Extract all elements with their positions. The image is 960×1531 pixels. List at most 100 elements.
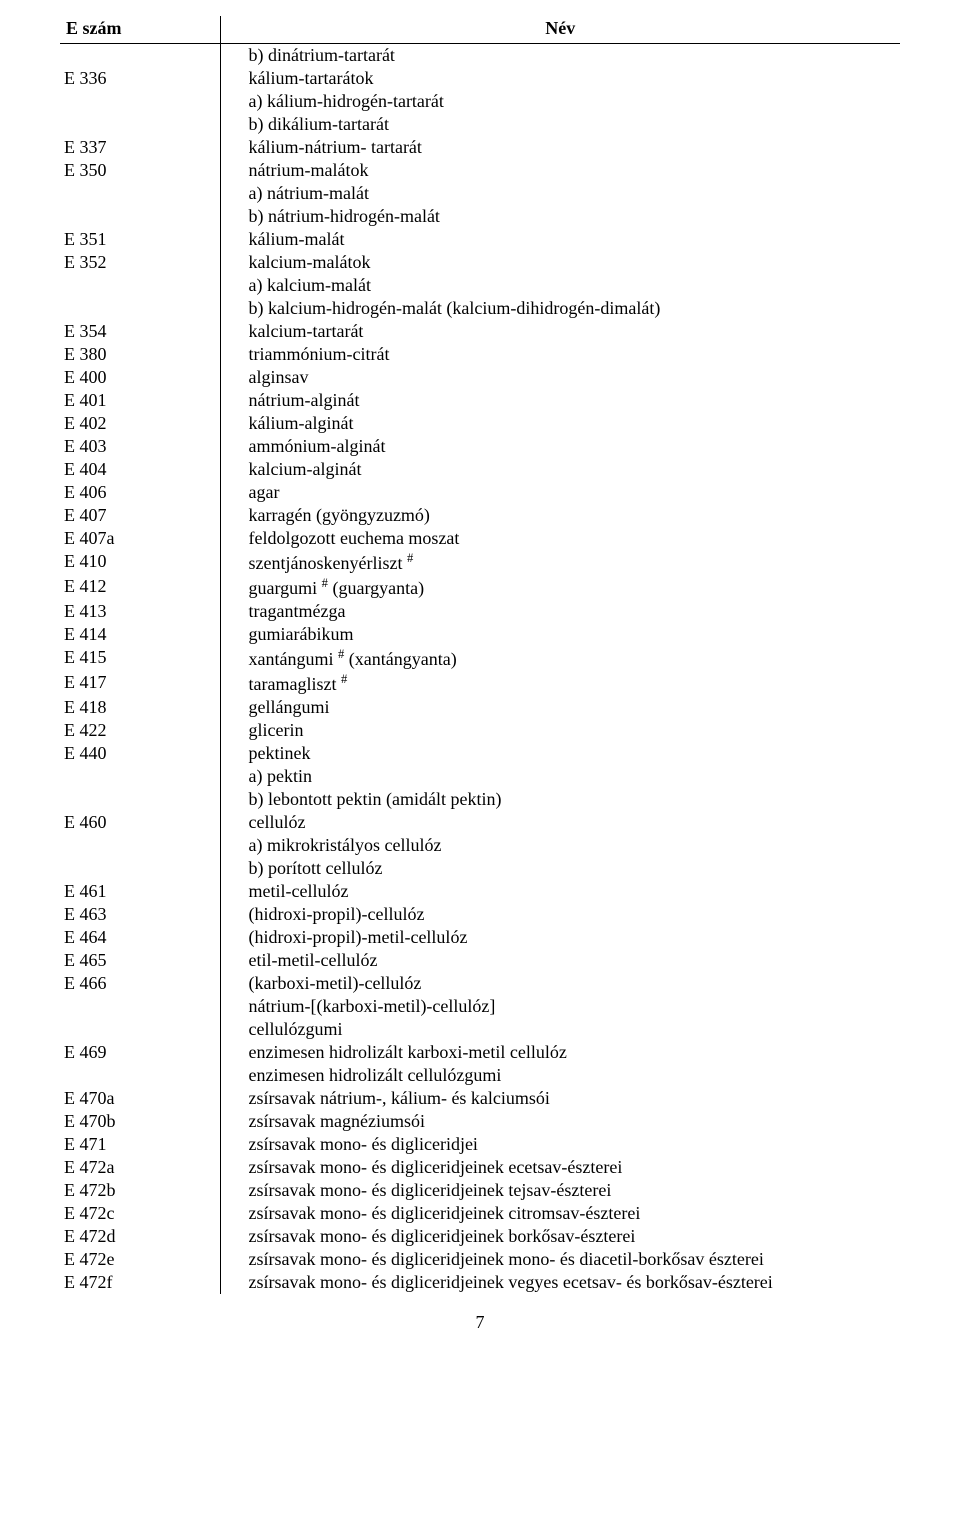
cell-code (60, 1064, 220, 1087)
cell-code (60, 1018, 220, 1041)
cell-name: a) kalcium-malát (220, 274, 900, 297)
table-header-row: E szám Név (60, 16, 900, 44)
page-number: 7 (60, 1312, 900, 1333)
cell-name: nátrium-alginát (220, 389, 900, 412)
cell-code: E 470a (60, 1087, 220, 1110)
cell-name: agar (220, 481, 900, 504)
cell-name: kálium-malát (220, 228, 900, 251)
table-row: E 472fzsírsavak mono- és digliceridjeine… (60, 1271, 900, 1294)
cell-code (60, 834, 220, 857)
cell-name: kálium-nátrium- tartarát (220, 136, 900, 159)
table-row: a) kalcium-malát (60, 274, 900, 297)
cell-code: E 413 (60, 600, 220, 623)
cell-name: alginsav (220, 366, 900, 389)
table-row: E 380triammónium-citrát (60, 343, 900, 366)
cell-name: b) kalcium-hidrogén-malát (kalcium-dihid… (220, 297, 900, 320)
cell-code: E 415 (60, 646, 220, 671)
cell-name: ammónium-alginát (220, 435, 900, 458)
cell-code (60, 857, 220, 880)
cell-name: b) dikálium-tartarát (220, 113, 900, 136)
table-row: E 350nátrium-malátok (60, 159, 900, 182)
table-row: E 470azsírsavak nátrium-, kálium- és kal… (60, 1087, 900, 1110)
table-row: E 463(hidroxi-propil)-cellulóz (60, 903, 900, 926)
table-row: E 460cellulóz (60, 811, 900, 834)
table-row: E 401nátrium-alginát (60, 389, 900, 412)
cell-code: E 472c (60, 1202, 220, 1225)
cell-code: E 350 (60, 159, 220, 182)
cell-name: cellulóz (220, 811, 900, 834)
cell-name: zsírsavak mono- és digliceridjeinek vegy… (220, 1271, 900, 1294)
table-row: nátrium-[(karboxi-metil)-cellulóz] (60, 995, 900, 1018)
table-row: E 472dzsírsavak mono- és digliceridjeine… (60, 1225, 900, 1248)
table-row: E 471zsírsavak mono- és digliceridjei (60, 1133, 900, 1156)
cell-name: a) kálium-hidrogén-tartarát (220, 90, 900, 113)
table-row: b) lebontott pektin (amidált pektin) (60, 788, 900, 811)
cell-name: feldolgozott euchema moszat (220, 527, 900, 550)
table-row: E 466(karboxi-metil)-cellulóz (60, 972, 900, 995)
table-row: E 402kálium-alginát (60, 412, 900, 435)
table-row: E 465etil-metil-cellulóz (60, 949, 900, 972)
table-row: E 337kálium-nátrium- tartarát (60, 136, 900, 159)
cell-code (60, 297, 220, 320)
cell-name: enzimesen hidrolizált cellulózgumi (220, 1064, 900, 1087)
table-row: b) porított cellulóz (60, 857, 900, 880)
cell-name: tragantmézga (220, 600, 900, 623)
cell-name: cellulózgumi (220, 1018, 900, 1041)
cell-code (60, 44, 220, 68)
table-row: E 403ammónium-alginát (60, 435, 900, 458)
table-row: E 418gellángumi (60, 696, 900, 719)
cell-name: b) dinátrium-tartarát (220, 44, 900, 68)
cell-code: E 404 (60, 458, 220, 481)
table-row: E 407afeldolgozott euchema moszat (60, 527, 900, 550)
table-row: E 351kálium-malát (60, 228, 900, 251)
table-row: E 404kalcium-alginát (60, 458, 900, 481)
cell-code: E 407 (60, 504, 220, 527)
cell-name: (hidroxi-propil)-metil-cellulóz (220, 926, 900, 949)
cell-code: E 472b (60, 1179, 220, 1202)
table-row: E 472ezsírsavak mono- és digliceridjeine… (60, 1248, 900, 1271)
table-row: E 414gumiarábikum (60, 623, 900, 646)
cell-name: zsírsavak nátrium-, kálium- és kalciumsó… (220, 1087, 900, 1110)
table-row: a) kálium-hidrogén-tartarát (60, 90, 900, 113)
cell-code (60, 765, 220, 788)
cell-code: E 471 (60, 1133, 220, 1156)
header-name: Név (220, 16, 900, 44)
cell-code: E 337 (60, 136, 220, 159)
cell-name: b) porított cellulóz (220, 857, 900, 880)
cell-code: E 472e (60, 1248, 220, 1271)
cell-code (60, 90, 220, 113)
table-row: cellulózgumi (60, 1018, 900, 1041)
cell-code: E 469 (60, 1041, 220, 1064)
cell-name: kalcium-alginát (220, 458, 900, 481)
cell-code: E 380 (60, 343, 220, 366)
table-row: E 352kalcium-malátok (60, 251, 900, 274)
cell-name: nátrium-[(karboxi-metil)-cellulóz] (220, 995, 900, 1018)
cell-name: enzimesen hidrolizált karboxi-metil cell… (220, 1041, 900, 1064)
table-row: E 464(hidroxi-propil)-metil-cellulóz (60, 926, 900, 949)
cell-code: E 422 (60, 719, 220, 742)
cell-code: E 414 (60, 623, 220, 646)
cell-name: zsírsavak magnéziumsói (220, 1110, 900, 1133)
table-row: E 410szentjánoskenyérliszt # (60, 550, 900, 575)
cell-code: E 417 (60, 671, 220, 696)
cell-name: glicerin (220, 719, 900, 742)
cell-code: E 472d (60, 1225, 220, 1248)
cell-name: a) pektin (220, 765, 900, 788)
table-row: E 354kalcium-tartarát (60, 320, 900, 343)
table-row: E 472azsírsavak mono- és digliceridjeine… (60, 1156, 900, 1179)
cell-name: metil-cellulóz (220, 880, 900, 903)
table-row: E 400alginsav (60, 366, 900, 389)
cell-code (60, 274, 220, 297)
cell-name: gumiarábikum (220, 623, 900, 646)
cell-code: E 412 (60, 575, 220, 600)
cell-name: xantángumi # (xantángyanta) (220, 646, 900, 671)
cell-code: E 463 (60, 903, 220, 926)
table-row: E 417taramagliszt # (60, 671, 900, 696)
table-row: a) nátrium-malát (60, 182, 900, 205)
cell-code: E 464 (60, 926, 220, 949)
cell-name: taramagliszt # (220, 671, 900, 696)
table-body: b) dinátrium-tartarátE 336kálium-tartará… (60, 44, 900, 1295)
cell-code: E 472f (60, 1271, 220, 1294)
cell-name: kalcium-malátok (220, 251, 900, 274)
table-row: E 472czsírsavak mono- és digliceridjeine… (60, 1202, 900, 1225)
